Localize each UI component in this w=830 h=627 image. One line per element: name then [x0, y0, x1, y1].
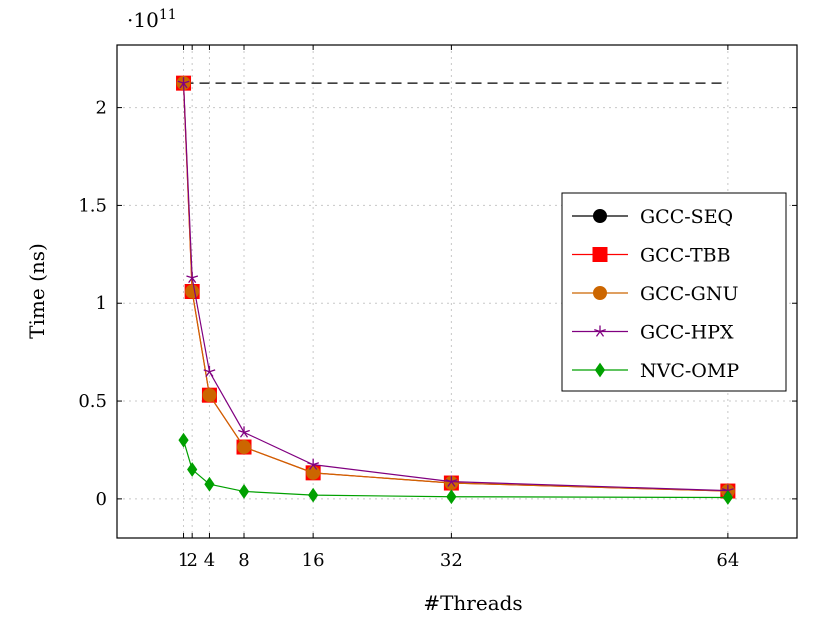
x-tick-label: 2	[186, 550, 197, 571]
x-tick-label: 32	[440, 550, 463, 571]
data-point	[186, 271, 199, 284]
data-point	[308, 487, 319, 503]
data-point	[446, 489, 457, 505]
legend-label: NVC-OMP	[640, 360, 739, 382]
plot-area	[176, 75, 736, 505]
plot-frame	[116, 44, 798, 539]
x-tick-label: 4	[204, 550, 215, 571]
y-tick-label: 0	[96, 489, 107, 510]
series-nvc-omp	[178, 432, 733, 505]
y-exponent-label: ·1011	[127, 7, 177, 32]
y-axis-title: Time (ns)	[25, 243, 49, 339]
legend-marker	[593, 209, 607, 223]
legend-marker	[594, 362, 606, 378]
data-point	[238, 426, 250, 438]
data-point	[202, 388, 217, 403]
series-gcc-seq	[176, 76, 728, 91]
data-point	[178, 432, 189, 448]
data-point	[204, 476, 215, 492]
legend-marker	[592, 247, 608, 262]
x-axis-title: #Threads	[423, 591, 522, 615]
y-tick-label: 1.5	[78, 195, 107, 216]
legend-marker	[593, 286, 607, 300]
x-tick-label: 8	[238, 550, 249, 571]
legend-label: GCC-SEQ	[640, 206, 733, 228]
x-tick-label: 16	[302, 550, 325, 571]
legend-label: GCC-GNU	[640, 283, 739, 305]
legend: GCC-SEQ GCC-TBB GCC-GNU GCC-HPX NVC-OMP	[561, 192, 787, 392]
data-point	[307, 458, 320, 470]
y-tick-label: 0.5	[78, 391, 107, 412]
data-point	[177, 77, 190, 89]
data-point	[238, 484, 250, 499]
data-point	[185, 284, 200, 299]
data-point	[306, 465, 321, 480]
legend-marker	[594, 325, 606, 337]
legend-label: GCC-HPX	[640, 322, 734, 344]
data-point	[445, 475, 458, 487]
data-point	[722, 490, 733, 505]
data-point	[187, 462, 198, 477]
legend-label: GCC-TBB	[640, 245, 731, 267]
x-tick-label: 64	[716, 550, 739, 571]
y-tick-label: 2	[96, 98, 107, 119]
y-exponent-power: 11	[159, 7, 177, 23]
x-tick-label: 1	[178, 550, 189, 571]
data-point	[203, 365, 216, 377]
data-point	[237, 440, 252, 455]
y-tick-label: 1	[96, 293, 107, 314]
